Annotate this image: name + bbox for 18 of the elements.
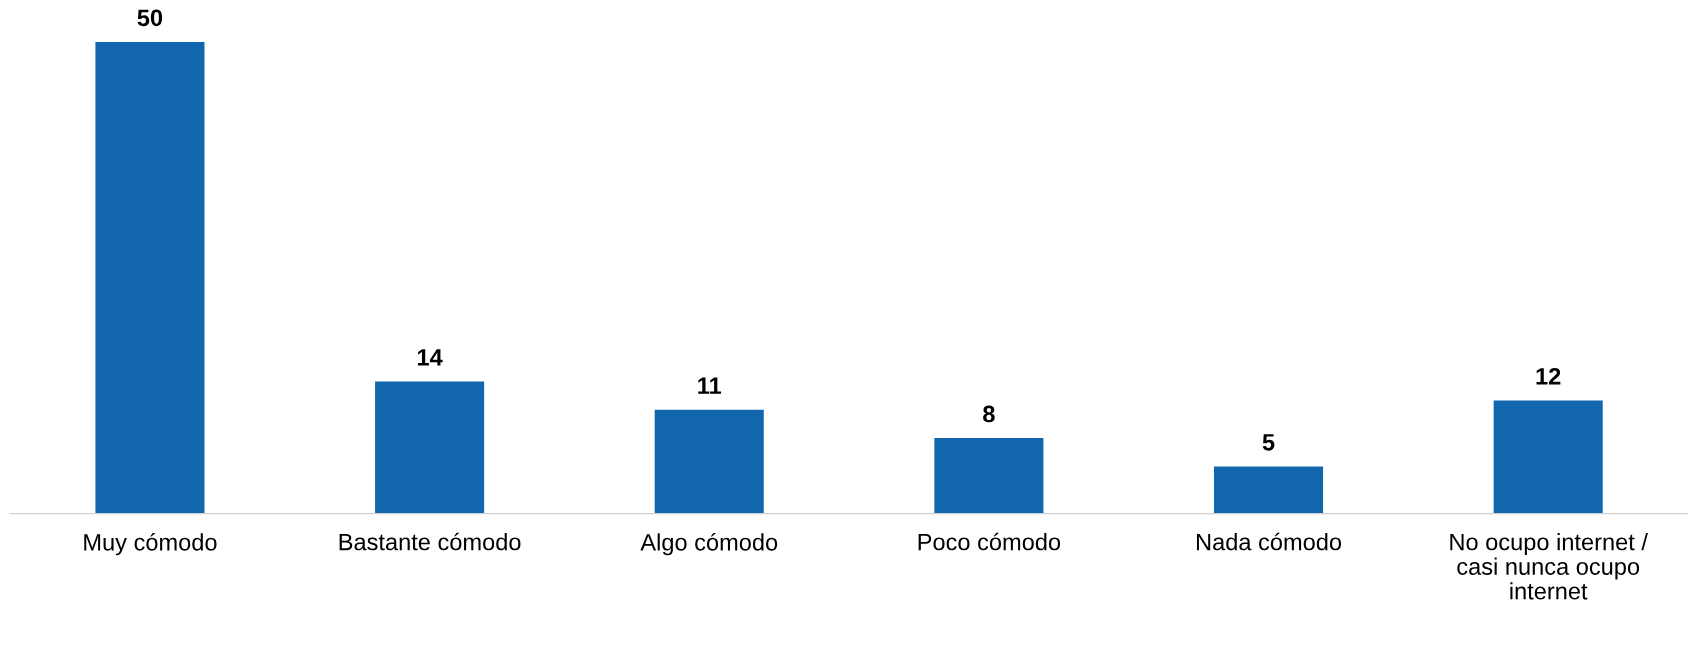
x-tick-label: No ocupo internet / casi nunca ocupo internet	[1450, 533, 1648, 600]
bar	[375, 381, 485, 514]
bar	[1214, 466, 1324, 514]
bar	[654, 409, 764, 514]
data-label: 14	[417, 349, 443, 366]
data-label: 5	[1262, 434, 1275, 451]
x-tick-label: Nada cómodo	[1196, 532, 1342, 551]
x-tick-label: Algo cómodo	[640, 533, 778, 556]
data-label: 8	[983, 405, 995, 423]
bar	[95, 41, 205, 514]
x-tick-label: Muy cómodo	[84, 533, 217, 556]
data-label: 11	[698, 377, 722, 394]
bar	[1493, 400, 1603, 514]
x-tick-label: Poco cómodo	[918, 532, 1061, 551]
x-tick-label: Bastante cómodo	[339, 532, 521, 551]
data-label: 50	[137, 9, 163, 27]
data-label: 12	[1536, 367, 1561, 385]
bar	[934, 438, 1044, 514]
